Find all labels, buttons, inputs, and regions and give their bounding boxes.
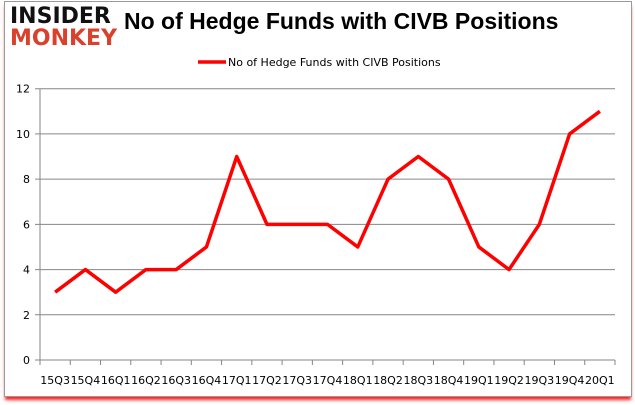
y-tick-label: 4 (23, 264, 30, 277)
x-tick-label: 17Q2 (252, 374, 282, 387)
x-tick-label: 19Q1 (464, 374, 494, 387)
x-tick-label: 18Q4 (434, 374, 464, 387)
y-tick-label: 8 (23, 173, 30, 186)
x-tick-label: 16Q1 (101, 374, 131, 387)
y-tick-label: 2 (23, 309, 30, 322)
x-tick-label: 17Q3 (282, 374, 312, 387)
x-tick-label: 16Q2 (131, 374, 161, 387)
x-tick-label: 17Q4 (313, 374, 343, 387)
y-tick-label: 10 (16, 128, 30, 141)
x-tick-label: 20Q1 (585, 374, 615, 387)
x-tick-label: 19Q4 (555, 374, 585, 387)
y-tick-label: 12 (16, 83, 30, 96)
logo-line1: INSIDER (10, 4, 111, 29)
y-tick-label: 6 (23, 218, 30, 231)
x-tick-label: 18Q2 (373, 374, 403, 387)
x-tick-label: 18Q1 (343, 374, 373, 387)
x-tick-label: 19Q3 (525, 374, 555, 387)
insider-monkey-logo: INSIDER MONKEY (10, 6, 117, 50)
legend-label: No of Hedge Funds with CIVB Positions (228, 56, 441, 69)
series-line (54, 109, 601, 294)
x-tick-label: 16Q4 (192, 374, 222, 387)
y-tick-label: 0 (23, 354, 30, 367)
chart-title: No of Hedge Funds with CIVB Positions (124, 8, 559, 34)
x-tick-label: 17Q1 (222, 374, 252, 387)
logo-line2: MONKEY (10, 26, 118, 51)
chart-frame (4, 1, 632, 397)
x-tick-label: 19Q2 (494, 374, 524, 387)
x-tick-label: 18Q3 (403, 374, 433, 387)
x-tick-label: 15Q4 (71, 374, 101, 387)
x-tick-label: 16Q3 (161, 374, 191, 387)
x-tick-label: 15Q3 (40, 374, 70, 387)
